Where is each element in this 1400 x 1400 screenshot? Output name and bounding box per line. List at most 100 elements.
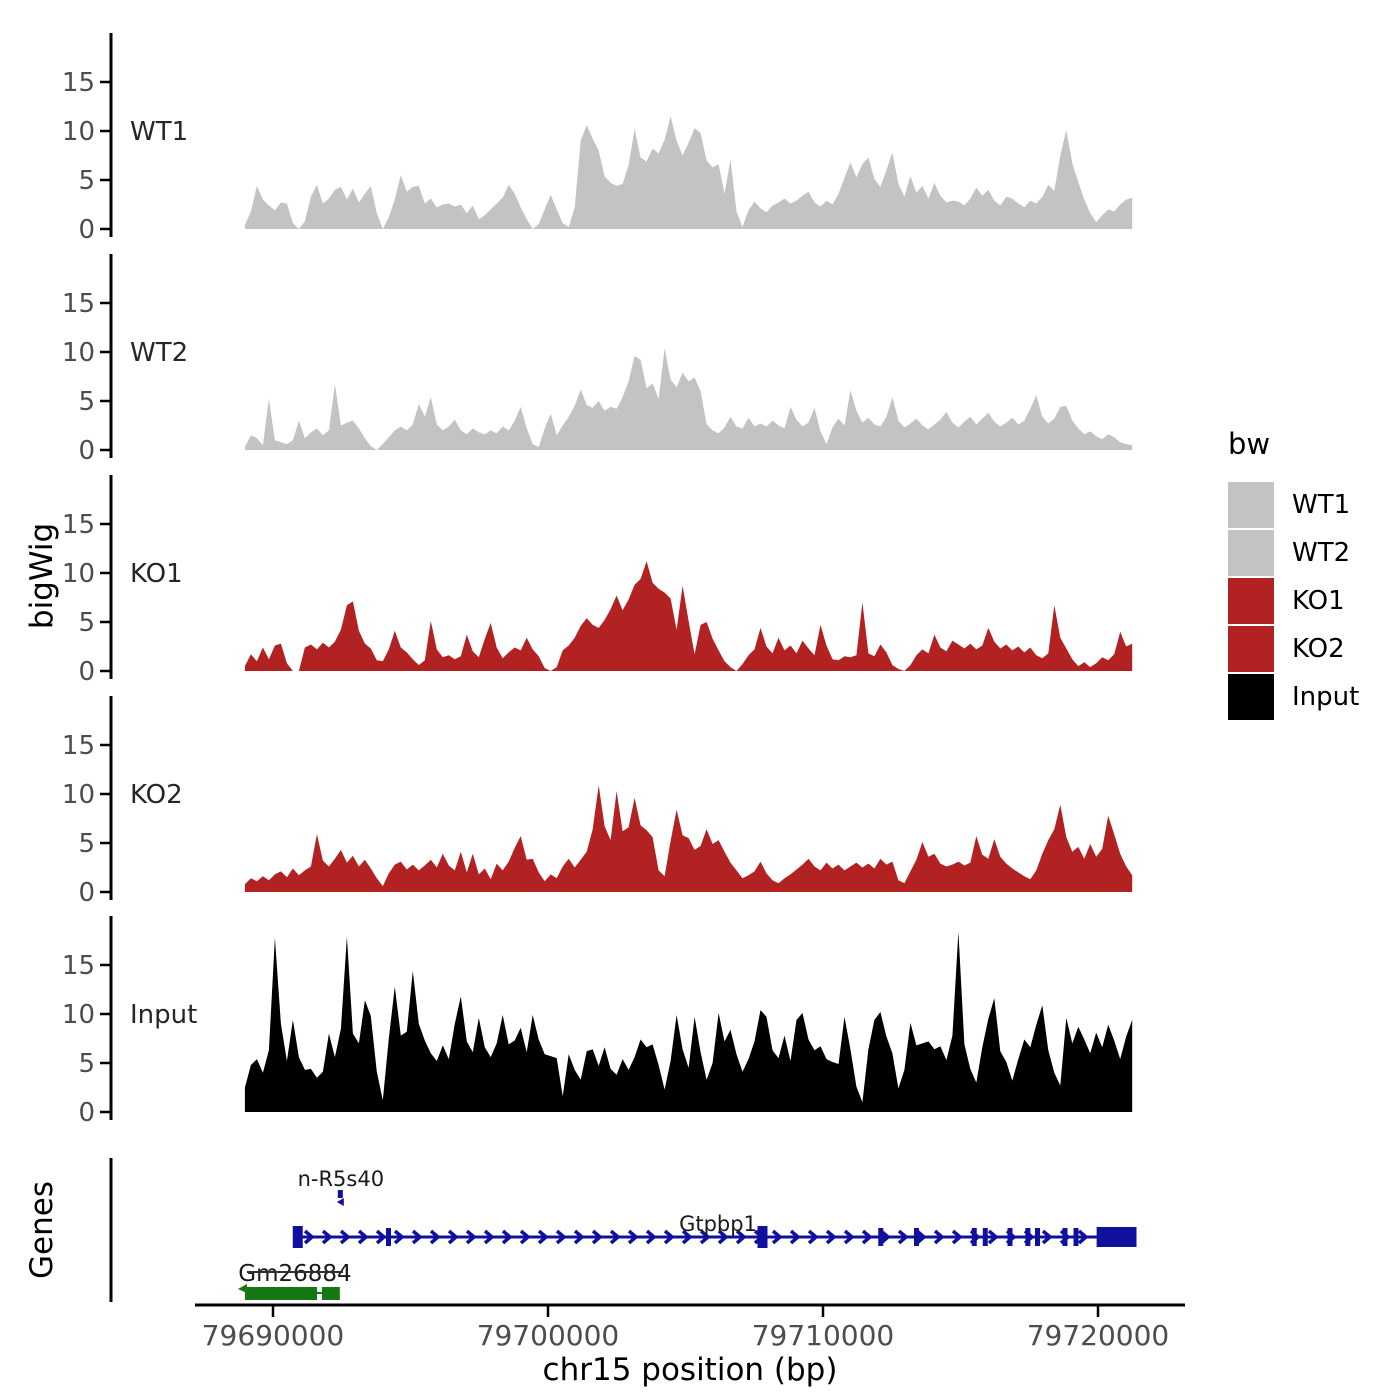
strand-arrow-icon	[771, 1229, 783, 1245]
strand-arrow-icon	[573, 1229, 585, 1245]
coverage-area-wt2	[244, 348, 1133, 450]
coverage-area-ko1	[244, 561, 1133, 671]
strand-arrow-icon	[807, 1229, 819, 1245]
legend-label-wt1: WT1	[1292, 490, 1351, 520]
legend-label-wt2: WT2	[1292, 538, 1351, 568]
gene-gtpbp1-exon	[914, 1228, 919, 1246]
y-tick-label-wt1: 5	[78, 166, 95, 196]
gene-gm26884-exon	[321, 1287, 340, 1300]
strand-arrow-icon	[411, 1229, 423, 1245]
strand-arrow-icon	[1041, 1229, 1053, 1245]
legend-entry-input: Input	[1228, 673, 1359, 721]
legend: bw WT1 WT2 KO1 KO2 Input	[1228, 430, 1359, 721]
track-label-ko1: KO1	[130, 559, 183, 589]
track-label-input: Input	[130, 1000, 197, 1030]
y-tick-label-input: 10	[62, 1000, 95, 1030]
gene-gtpbp1-exon	[971, 1228, 977, 1246]
x-axis-title: chr15 position (bp)	[543, 1352, 838, 1388]
strand-arrow-icon	[699, 1229, 711, 1245]
gene-label-gm26884: Gm26884	[238, 1261, 351, 1287]
gene-gtpbp1-exon	[1035, 1228, 1040, 1246]
gene-gm26884-strand-arrow-icon	[237, 1284, 247, 1293]
y-tick-label-wt2: 10	[62, 338, 95, 368]
strand-arrow-icon	[303, 1229, 315, 1245]
y-tick-label-ko1: 5	[78, 608, 95, 638]
y-tick-label-ko2: 0	[78, 878, 95, 908]
y-tick-label-ko1: 0	[78, 657, 95, 687]
gene-gtpbp1-exon	[878, 1228, 884, 1246]
strand-arrow-icon	[555, 1229, 567, 1245]
strand-arrow-icon	[825, 1229, 837, 1245]
strand-arrow-icon	[519, 1229, 531, 1245]
strand-arrow-icon	[663, 1229, 675, 1245]
y-tick-label-wt2: 5	[78, 387, 95, 417]
strand-arrow-icon	[789, 1229, 801, 1245]
y-tick-label-wt1: 10	[62, 117, 95, 147]
gene-gtpbp1-exon-wide	[292, 1226, 303, 1248]
strand-arrow-icon	[735, 1229, 747, 1245]
strand-arrow-icon	[627, 1229, 639, 1245]
gene-gtpbp1-exon	[1073, 1228, 1079, 1246]
legend-swatch-wt1	[1228, 482, 1274, 528]
legend-rows: WT1 WT2 KO1 KO2 Input	[1228, 481, 1359, 721]
strand-arrow-icon	[537, 1229, 549, 1245]
gene-n-r5s40-arrow-icon	[336, 1198, 344, 1206]
track-label-wt2: WT2	[130, 338, 188, 368]
y-tick-label-ko1: 15	[62, 510, 95, 540]
strand-arrow-icon	[879, 1229, 891, 1245]
strand-arrow-icon	[987, 1229, 999, 1245]
track-label-ko2: KO2	[130, 780, 183, 810]
strand-arrow-icon	[393, 1229, 405, 1245]
y-tick-label-ko2: 10	[62, 780, 95, 810]
y-tick-label-wt1: 15	[62, 68, 95, 98]
strand-arrow-icon	[429, 1229, 441, 1245]
legend-swatch-wt2	[1228, 530, 1274, 576]
track-label-wt1: WT1	[130, 117, 188, 147]
x-tick-label: 79710000	[752, 1319, 895, 1352]
y-tick-label-input: 0	[78, 1098, 95, 1128]
x-tick-label: 79720000	[1027, 1319, 1170, 1352]
y-tick-label-ko2: 5	[78, 829, 95, 859]
coverage-area-input	[244, 931, 1133, 1112]
strand-arrow-icon	[951, 1229, 963, 1245]
y-tick-label-wt2: 15	[62, 289, 95, 319]
strand-arrow-icon	[681, 1229, 693, 1245]
strand-arrow-icon	[915, 1229, 927, 1245]
strand-arrow-icon	[897, 1229, 909, 1245]
x-tick-label: 79690000	[202, 1319, 345, 1352]
legend-entry-wt1: WT1	[1228, 481, 1359, 529]
strand-arrow-icon	[447, 1229, 459, 1245]
strand-arrow-icon	[321, 1229, 333, 1245]
strand-arrow-icon	[339, 1229, 351, 1245]
gene-gm26884-exon	[244, 1287, 317, 1300]
legend-swatch-ko1	[1228, 578, 1274, 624]
legend-entry-wt2: WT2	[1228, 529, 1359, 577]
generated-plot-content: 0 5 10 15 WT1 0 5 10 15 WT2 0 5 10 15 KO1 0 5 10 15 KO2 0 5 10…	[62, 33, 1185, 1352]
strand-arrow-icon	[465, 1229, 477, 1245]
legend-entry-ko2: KO2	[1228, 625, 1359, 673]
strand-arrow-icon	[1077, 1229, 1089, 1245]
legend-swatch-ko2	[1228, 626, 1274, 672]
y-axis-title-genes: Genes	[24, 1181, 60, 1279]
y-tick-label-wt1: 0	[78, 215, 95, 245]
strand-arrow-icon	[375, 1229, 387, 1245]
legend-label-ko1: KO1	[1292, 586, 1345, 616]
coverage-area-wt1	[244, 116, 1133, 229]
y-tick-label-input: 15	[62, 951, 95, 981]
strand-arrow-icon	[861, 1229, 873, 1245]
gene-gtpbp1-exon	[1062, 1228, 1068, 1246]
x-tick-label: 79700000	[477, 1319, 620, 1352]
legend-title: bw	[1228, 427, 1271, 461]
y-tick-label-input: 5	[78, 1049, 95, 1079]
gene-gtpbp1-exon	[1025, 1228, 1031, 1246]
strand-arrow-icon	[717, 1229, 729, 1245]
gene-gtpbp1-end-exon	[1096, 1227, 1137, 1247]
legend-entry-ko1: KO1	[1228, 577, 1359, 625]
strand-arrow-icon	[933, 1229, 945, 1245]
strand-arrow-icon	[357, 1229, 369, 1245]
gene-label-n-r5s40: n-R5s40	[298, 1167, 385, 1191]
gene-gtpbp1-exon	[982, 1228, 988, 1246]
strand-arrow-icon	[501, 1229, 513, 1245]
